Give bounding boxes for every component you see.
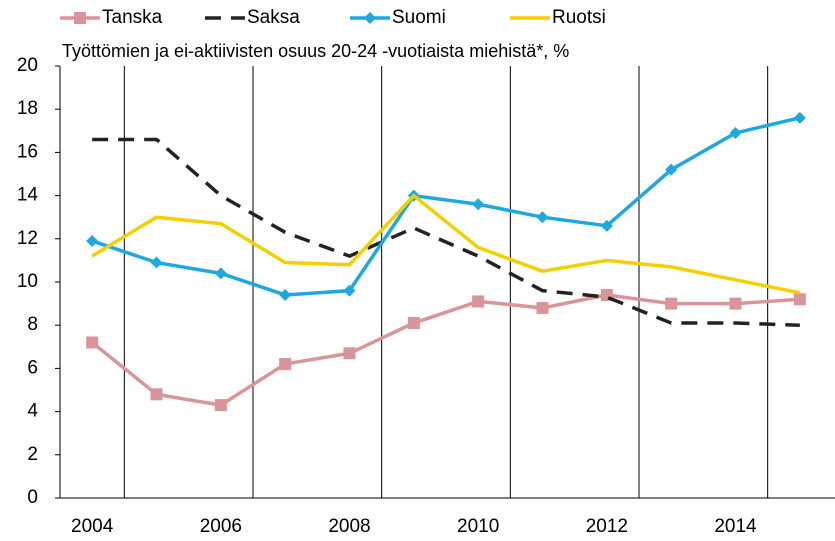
legend-label: Suomi [392,7,446,28]
marker [472,295,485,308]
marker [793,293,806,306]
marker [214,399,227,412]
marker [536,301,549,314]
y-tick-label: 6 [27,357,38,378]
x-tick-label: 2006 [200,516,242,537]
x-tick-label: 2014 [714,516,757,537]
marker [364,12,376,24]
marker [729,297,742,310]
marker [279,358,292,371]
marker [86,234,99,247]
y-tick-label: 20 [17,55,38,76]
marker [665,163,678,176]
x-tick-label: 2008 [328,516,370,537]
chart-title: Työttömien ja ei-aktiivisten osuus 20-24… [62,41,569,61]
y-tick-label: 12 [17,228,38,249]
y-tick-label: 4 [27,401,38,422]
y-tick-label: 10 [17,271,38,292]
marker [793,111,806,124]
x-tick-label: 2004 [71,516,114,537]
y-tick-label: 0 [27,487,38,508]
series-line [91,116,801,297]
marker [343,347,356,360]
series-line [91,193,801,295]
marker [600,219,613,232]
marker [729,126,742,139]
marker [150,256,163,269]
marker [343,284,356,297]
y-tick-label: 18 [17,98,38,119]
x-tick-label: 2012 [586,516,628,537]
marker [150,388,163,401]
series-line [92,137,800,327]
marker [665,297,678,310]
legend-label: Saksa [247,7,300,28]
series-line [91,293,800,407]
marker [74,12,86,24]
marker [279,288,292,301]
y-tick-label: 2 [27,444,38,465]
marker [214,267,227,280]
y-tick-label: 8 [27,314,38,335]
x-tick-label: 2010 [457,516,499,537]
marker [86,336,99,349]
y-tick-label: 16 [17,141,38,162]
y-tick-label: 14 [17,185,39,206]
marker [472,198,485,211]
legend-label: Ruotsi [552,7,606,28]
marker [536,211,549,224]
legend-label: Tanska [102,7,163,28]
marker [407,317,420,330]
